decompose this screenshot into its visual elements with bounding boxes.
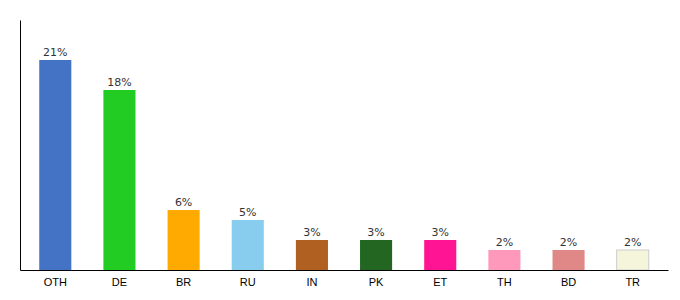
x-tick: TH <box>497 276 512 288</box>
x-tick: DE <box>112 276 127 288</box>
y-axis-line <box>20 21 21 271</box>
x-tick-label: DE <box>112 276 127 288</box>
x-tick: TR <box>625 276 640 288</box>
x-tick: RU <box>240 276 256 288</box>
x-axis-line <box>21 270 669 271</box>
bars <box>39 60 649 270</box>
x-tick: ET <box>433 276 447 288</box>
x-tick: OTH <box>44 276 67 288</box>
data-label: 2% <box>496 236 513 249</box>
data-labels: 21% 18% 6% 5% 3% 3% 3% 2% 2% 2% <box>43 46 641 249</box>
data-label: 2% <box>560 236 577 249</box>
data-label: 21% <box>43 46 67 59</box>
x-tick-label: ET <box>433 276 447 288</box>
x-tick: BR <box>176 276 191 288</box>
bar <box>296 240 328 270</box>
data-label: 2% <box>624 236 641 249</box>
data-label: 3% <box>303 226 320 239</box>
bar <box>232 220 264 270</box>
x-tick-label: IN <box>306 276 317 288</box>
x-tick-label: TR <box>625 276 640 288</box>
x-tick-label: BR <box>176 276 191 288</box>
bar <box>360 240 392 270</box>
bar <box>617 250 649 270</box>
x-axis: OTH DE BR RU IN PK ET TH BD TR <box>21 271 669 288</box>
x-tick-label: RU <box>240 276 256 288</box>
bar <box>39 60 71 270</box>
x-tick: PK <box>369 276 384 288</box>
bar <box>168 210 200 270</box>
chart: OTHDEBRRUINPKETTHBDTR21%18%6%5%3%3%3%2%2… <box>0 0 680 300</box>
x-tick-label: PK <box>369 276 384 288</box>
bar <box>488 250 520 270</box>
bar <box>553 250 585 270</box>
plot: OTHDEBRRUINPKETTHBDTR21%18%6%5%3%3%3%2%2… <box>21 21 669 288</box>
data-label: 18% <box>107 76 131 89</box>
y-axis <box>20 21 21 271</box>
x-tick: IN <box>306 276 317 288</box>
x-tick-label: BD <box>561 276 576 288</box>
data-label: 3% <box>432 226 449 239</box>
x-tick: BD <box>561 276 576 288</box>
x-tick-label: TH <box>497 276 512 288</box>
data-label: 6% <box>175 196 192 209</box>
bar <box>103 90 135 270</box>
data-label: 5% <box>239 206 256 219</box>
x-tick-label: OTH <box>44 276 67 288</box>
bar <box>424 240 456 270</box>
data-label: 3% <box>367 226 384 239</box>
